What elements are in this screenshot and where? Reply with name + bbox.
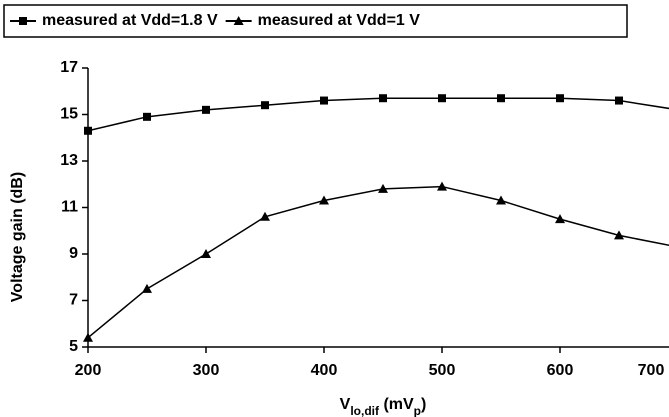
x-tick-label: 300 [193, 362, 220, 379]
legend-marker [233, 16, 244, 25]
data-point [378, 183, 388, 193]
y-axis-label: Voltage gain (dB) [9, 172, 26, 302]
y-tick-label: 7 [69, 292, 78, 309]
y-tick-label: 15 [60, 106, 78, 123]
data-point [438, 94, 446, 103]
data-point [437, 181, 447, 191]
data-point [261, 101, 269, 110]
data-point [84, 126, 92, 135]
x-axis-label-part: lo,dif [350, 404, 380, 417]
data-point [319, 195, 329, 205]
x-tick-label: 500 [429, 362, 456, 379]
y-tick-label: 13 [60, 152, 78, 169]
data-point [83, 332, 93, 342]
x-axis-label-part: p [414, 404, 421, 417]
x-axis-label-part: ) [421, 396, 426, 413]
data-point [556, 94, 564, 103]
data-point [497, 94, 505, 103]
y-tick-label: 17 [60, 59, 78, 76]
x-tick-label: 600 [547, 362, 574, 379]
legend-box [3, 4, 628, 38]
series-line [87, 97, 669, 132]
data-point [496, 195, 506, 205]
data-point [143, 112, 151, 121]
y-tick-label: 5 [69, 338, 78, 355]
data-point [614, 230, 624, 240]
x-tick-label: 200 [75, 362, 102, 379]
legend-label: measured at Vdd=1 V [258, 12, 421, 29]
data-point [615, 96, 623, 105]
x-tick-label: 400 [311, 362, 338, 379]
data-point [260, 211, 270, 221]
x-axis-label: Vlo,dif (mVp) [340, 396, 427, 417]
x-tick-label: 700 [638, 362, 665, 379]
x-axis-label-part: V [340, 396, 351, 413]
y-tick-label: 11 [61, 199, 78, 216]
data-point [555, 214, 565, 224]
data-point [320, 96, 328, 105]
y-tick-label: 9 [69, 245, 78, 262]
legend-marker [19, 17, 27, 25]
data-point [201, 249, 211, 258]
x-axis-label-part: (mV [379, 396, 414, 413]
series-line [87, 185, 669, 339]
legend-label: measured at Vdd=1.8 V [42, 12, 218, 29]
data-point [379, 94, 387, 103]
data-point [142, 283, 152, 293]
data-point [202, 105, 210, 114]
